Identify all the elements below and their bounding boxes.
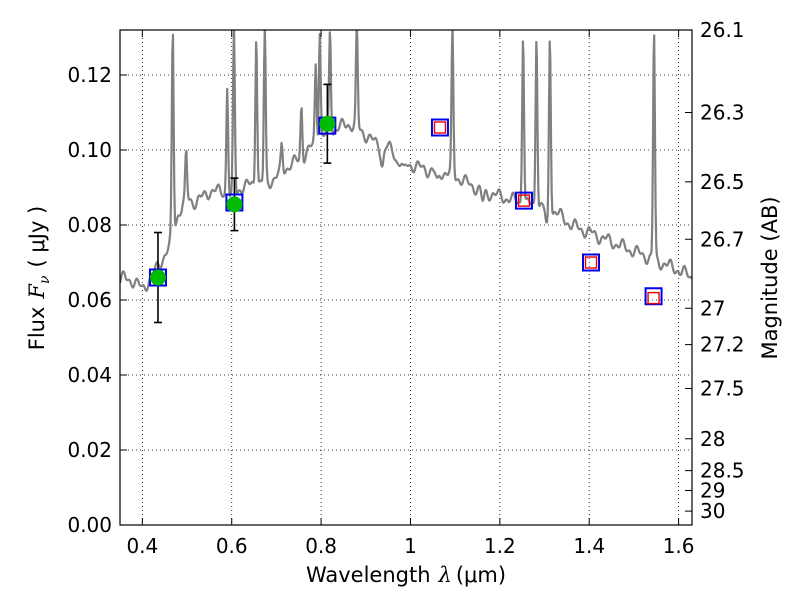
x-tick-label: 1: [404, 534, 417, 558]
y2-tick-label: 26.7: [700, 227, 745, 251]
x-tick-label: 1.2: [484, 534, 516, 558]
model-point-red-square: [517, 194, 531, 207]
y-axis-title-symbol: F: [25, 283, 49, 300]
model-spectrum: [120, 30, 692, 292]
x-tick-label: 1.4: [573, 534, 605, 558]
y-tick-label: 0.12: [67, 63, 112, 87]
y-tick-label: 0.06: [67, 288, 112, 312]
x-axis-title: Wavelength λ (μm): [306, 563, 506, 587]
grid-lines: [120, 30, 692, 525]
y-axis-title-text: Flux: [25, 307, 49, 351]
model-point-blue-square: [514, 191, 533, 210]
photometry-points: [148, 83, 663, 324]
y2-tick-label: 30: [700, 499, 725, 523]
observed-point: [149, 269, 166, 286]
plot-frame: [119, 29, 693, 526]
model-point-blue-square: [430, 118, 449, 137]
observed-point: [319, 115, 336, 132]
y2-tick-label: 28.5: [700, 459, 745, 483]
y-axis-title-subscript: ν: [37, 275, 53, 284]
y-axis-title: Flux Fν ( μJy ): [25, 206, 53, 350]
model-point-red-square: [584, 256, 598, 269]
y-axis-ticks: 0.00 0.02 0.04 0.06 0.08 0.10 0.12: [67, 63, 127, 537]
x-axis-title-symbol: λ: [438, 563, 452, 587]
x-tick-label: 0.4: [126, 534, 158, 558]
y-tick-label: 0.00: [67, 513, 112, 537]
y2-tick-label: 26.1: [700, 18, 745, 42]
y-tick-label: 0.02: [67, 438, 112, 462]
spectrum-line: [120, 30, 692, 292]
y2-tick-label: 27.5: [700, 377, 745, 401]
model-point-blue-square: [582, 253, 601, 272]
observed-point: [226, 196, 243, 213]
x-tick-label: 0.6: [216, 534, 248, 558]
y2-tick-label: 26.5: [700, 170, 745, 194]
y2-tick-label: 27.2: [700, 333, 745, 357]
model-point-red-square: [433, 121, 447, 134]
x-axis-ticks: 0.4 0.6 0.8 1 1.2 1.4 1.6: [126, 30, 695, 558]
x-tick-label: 1.6: [663, 534, 695, 558]
y-tick-label: 0.08: [67, 213, 112, 237]
y2-tick-label: 29: [700, 479, 725, 503]
y-tick-label: 0.04: [67, 363, 112, 387]
x-axis-title-unit: (μm): [456, 563, 506, 587]
y2-axis-title: Magnitude (AB): [758, 196, 782, 359]
y-axis-title-unit: ( μJy ): [25, 206, 49, 268]
y2-tick-label: 27: [700, 296, 725, 320]
x-axis-title-text: Wavelength: [306, 563, 431, 587]
x-tick-label: 0.8: [305, 534, 337, 558]
model-point-red-square: [647, 291, 660, 305]
y2-tick-label: 26.3: [700, 101, 745, 125]
y-tick-label: 0.10: [67, 138, 112, 162]
y2-tick-label: 28: [700, 427, 725, 451]
